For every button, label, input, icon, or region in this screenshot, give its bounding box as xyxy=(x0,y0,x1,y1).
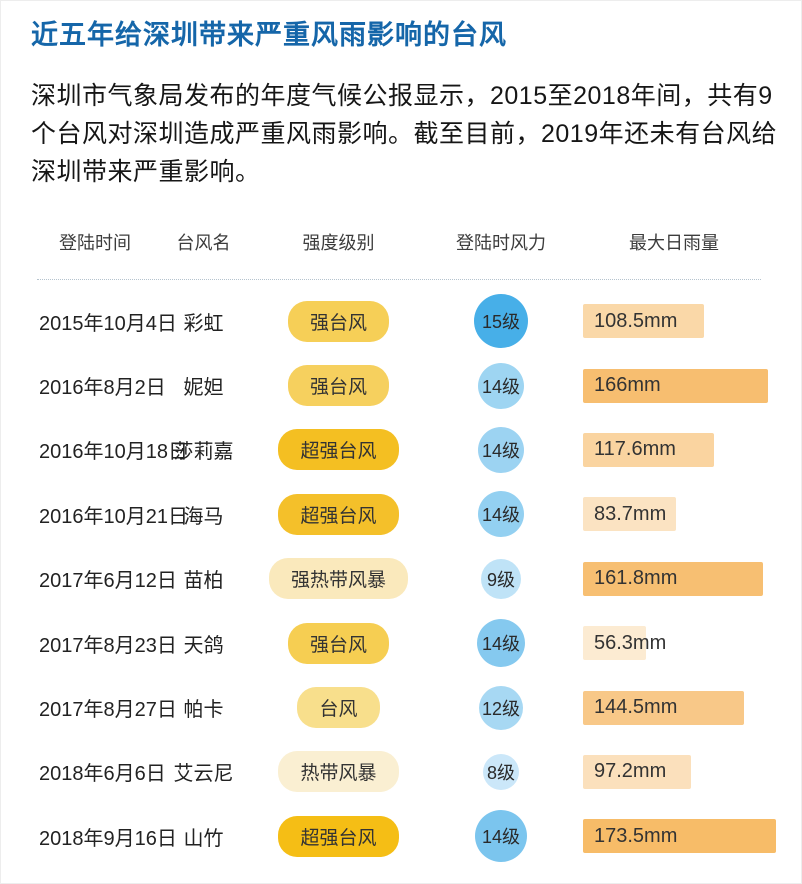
landing-date: 2016年10月21日 xyxy=(39,505,188,528)
rain-value: 83.7mm xyxy=(594,502,667,525)
rain-bar: 166mm xyxy=(583,368,768,403)
typhoon-name: 帕卡 xyxy=(183,699,224,722)
table-row: 2016年10月18日 莎莉嘉 超强台风 14级 117.6mm xyxy=(1,418,801,482)
typhoon-name: 妮妲 xyxy=(183,377,224,400)
rain-value: 56.3mm xyxy=(594,631,667,654)
landing-date: 2016年10月18日 xyxy=(39,441,188,464)
rain-bar: 117.6mm xyxy=(583,432,714,467)
wind-circle: 14级 xyxy=(477,619,525,668)
intensity-pill: 超强台风 xyxy=(278,493,399,535)
rain-value: 117.6mm xyxy=(594,438,676,461)
table-row: 2016年10月21日 海马 超强台风 14级 83.7mm xyxy=(1,482,801,546)
page-title: 近五年给深圳带来严重风雨影响的台风 xyxy=(31,20,507,50)
landing-date: 2017年8月27日 xyxy=(39,699,177,722)
wind-circle: 14级 xyxy=(478,491,524,538)
intensity-pill: 强台风 xyxy=(287,365,389,407)
intensity-pill: 热带风暴 xyxy=(278,751,399,793)
header-intensity: 强度级别 xyxy=(302,233,375,253)
landing-date: 2015年10月4日 xyxy=(39,312,177,335)
header-typhoon-name: 台风名 xyxy=(176,233,231,253)
rain-bar: 97.2mm xyxy=(583,754,691,789)
rain-value: 144.5mm xyxy=(594,696,678,719)
rain-value: 161.8mm xyxy=(594,567,678,590)
rain-bar: 144.5mm xyxy=(583,690,744,725)
table-row: 2017年6月12日 苗柏 强热带风暴 9级 161.8mm xyxy=(1,547,801,611)
intensity-pill: 强台风 xyxy=(287,300,389,342)
typhoon-name: 苗柏 xyxy=(183,570,224,593)
typhoon-name: 山竹 xyxy=(183,827,224,850)
table-row: 2017年8月27日 帕卡 台风 12级 144.5mm xyxy=(1,675,801,739)
typhoon-rows: 2015年10月4日 彩虹 强台风 15级 108.5mm 2016年8月2日 … xyxy=(1,289,801,869)
intensity-pill: 强台风 xyxy=(287,622,389,664)
typhoon-name: 艾云尼 xyxy=(173,763,234,786)
header-max-rainfall: 最大日雨量 xyxy=(629,233,719,253)
table-row: 2018年6月6日 艾云尼 热带风暴 8级 97.2mm xyxy=(1,740,801,804)
header-wind-force: 登陆时风力 xyxy=(456,233,546,253)
intensity-pill: 超强台风 xyxy=(278,429,399,471)
intensity-pill: 台风 xyxy=(297,687,380,729)
typhoon-name: 彩虹 xyxy=(183,312,224,335)
rain-bar: 108.5mm xyxy=(583,304,704,339)
landing-date: 2018年6月6日 xyxy=(39,763,166,786)
typhoon-name: 天鸽 xyxy=(183,634,224,657)
header-separator-dotted-line xyxy=(37,279,761,280)
wind-circle: 14级 xyxy=(478,426,524,473)
table-row: 2015年10月4日 彩虹 强台风 15级 108.5mm xyxy=(1,289,801,353)
landing-date: 2017年8月23日 xyxy=(39,634,177,657)
wind-circle: 9级 xyxy=(481,558,521,599)
table-row: 2016年8月2日 妮妲 强台风 14级 166mm xyxy=(1,353,801,417)
wind-circle: 8级 xyxy=(483,753,519,790)
table-row: 2018年9月16日 山竹 超强台风 14级 173.5mm xyxy=(1,804,801,868)
landing-date: 2017年6月12日 xyxy=(39,570,177,593)
rain-bar: 83.7mm xyxy=(583,497,676,532)
wind-circle: 12级 xyxy=(479,685,523,730)
typhoon-name: 海马 xyxy=(183,505,224,528)
landing-date: 2018年9月16日 xyxy=(39,827,177,850)
wind-circle: 14级 xyxy=(478,362,524,409)
rain-bar: 56.3mm xyxy=(583,626,666,661)
wind-circle: 14级 xyxy=(475,810,527,863)
landing-date: 2016年8月2日 xyxy=(39,377,166,400)
table-row: 2017年8月23日 天鸽 强台风 14级 56.3mm xyxy=(1,611,801,675)
wind-circle: 15级 xyxy=(474,294,528,349)
table-header-row: 登陆时间 台风名 强度级别 登陆时风力 最大日雨量 xyxy=(1,229,801,255)
intensity-pill: 超强台风 xyxy=(278,815,399,857)
rain-bar: 161.8mm xyxy=(583,561,763,596)
typhoon-name: 莎莉嘉 xyxy=(173,441,234,464)
intro-paragraph: 深圳市气象局发布的年度气候公报显示，2015至2018年间，共有9个台风对深圳造… xyxy=(31,82,778,186)
rain-value: 166mm xyxy=(594,374,661,397)
rain-value: 173.5mm xyxy=(594,824,678,847)
rain-value: 108.5mm xyxy=(594,309,678,332)
intensity-pill: 强热带风暴 xyxy=(268,558,408,600)
rain-bar: 173.5mm xyxy=(583,819,776,854)
rain-value: 97.2mm xyxy=(594,760,667,783)
header-landing-date: 登陆时间 xyxy=(59,233,131,253)
